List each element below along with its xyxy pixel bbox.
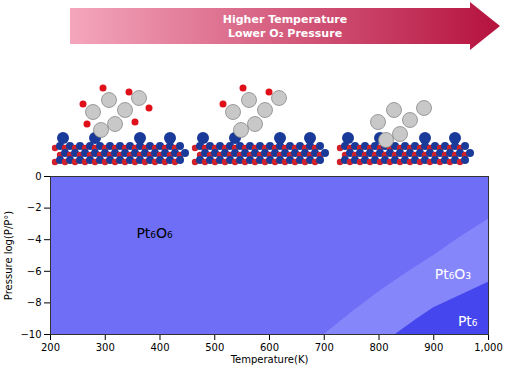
- svg-text:200: 200: [41, 342, 60, 353]
- svg-text:700: 700: [315, 342, 334, 353]
- svg-text:800: 800: [369, 342, 388, 353]
- svg-text:−2: −2: [27, 202, 42, 213]
- svg-text:Higher Temperature: Higher Temperature: [223, 13, 348, 26]
- svg-text:0: 0: [35, 171, 41, 182]
- svg-text:Temperature(K): Temperature(K): [230, 354, 309, 365]
- svg-text:600: 600: [260, 342, 279, 353]
- svg-text:1,000: 1,000: [474, 342, 503, 353]
- svg-text:Pt₆O₆: Pt₆O₆: [136, 225, 173, 241]
- svg-text:300: 300: [96, 342, 115, 353]
- svg-text:Pressure log(P/P°): Pressure log(P/P°): [3, 211, 14, 300]
- svg-text:−10: −10: [20, 329, 41, 340]
- svg-text:500: 500: [205, 342, 224, 353]
- svg-text:400: 400: [150, 342, 169, 353]
- svg-text:900: 900: [424, 342, 443, 353]
- svg-text:Pt₆: Pt₆: [458, 313, 478, 329]
- svg-text:−4: −4: [27, 234, 42, 245]
- svg-text:−8: −8: [27, 297, 42, 308]
- svg-text:−6: −6: [27, 266, 42, 277]
- svg-text:Pt₆O₃: Pt₆O₃: [435, 266, 471, 282]
- svg-text:Lower O₂ Pressure: Lower O₂ Pressure: [228, 27, 342, 40]
